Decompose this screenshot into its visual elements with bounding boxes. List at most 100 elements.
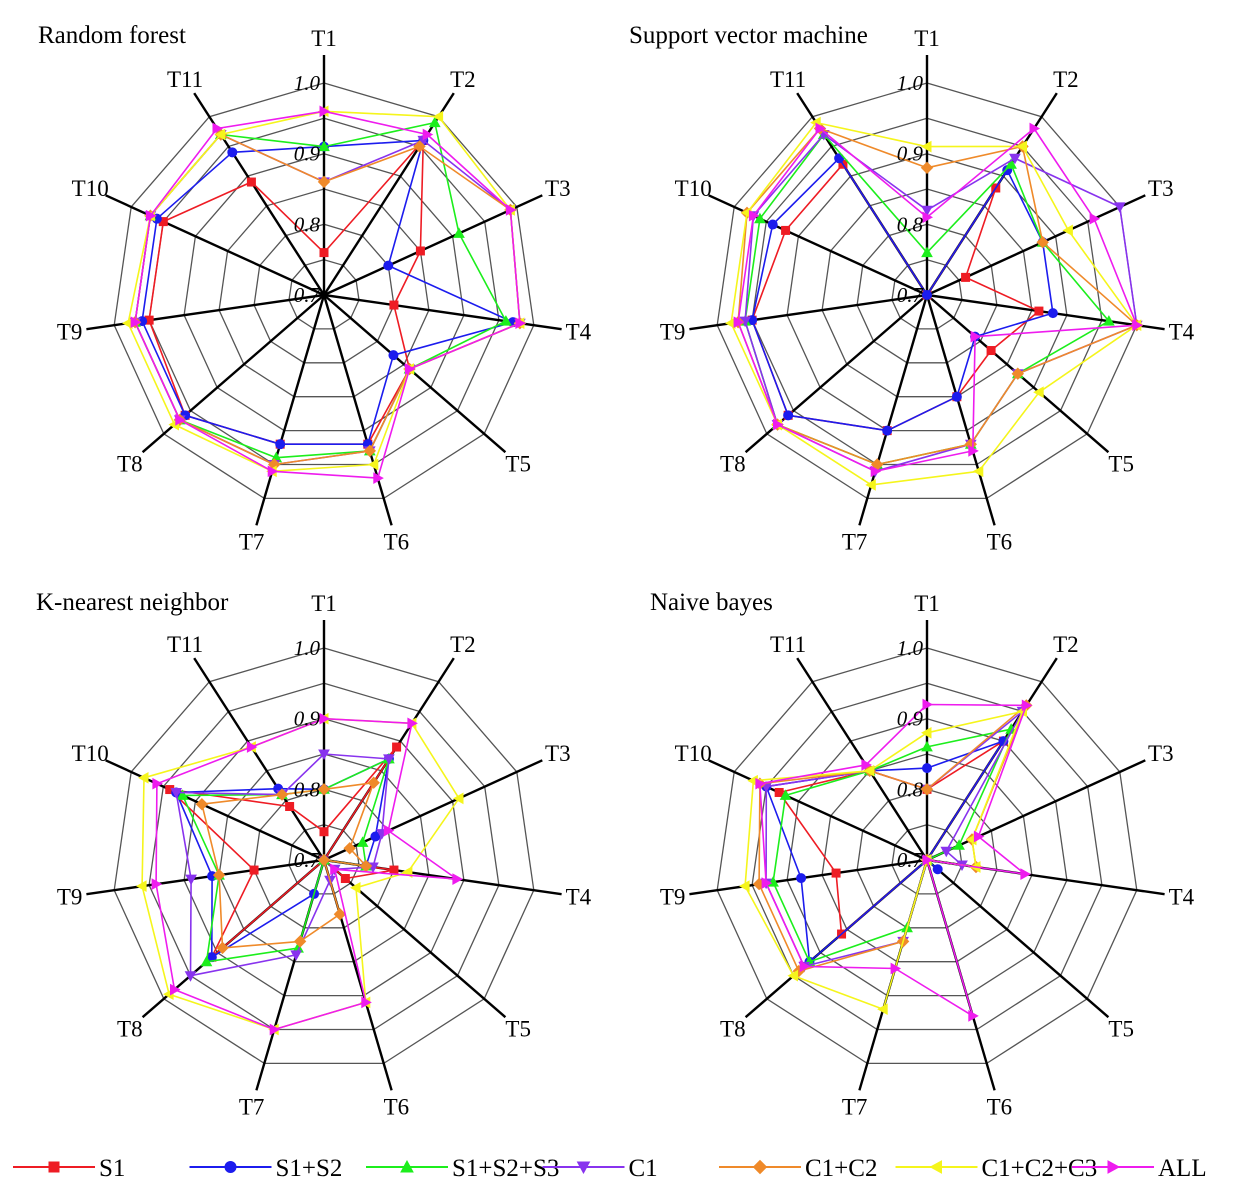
grid-ring	[183, 153, 465, 432]
series-s1-s2	[761, 736, 1009, 967]
grid-rings	[113, 82, 535, 500]
axis-labels: T1 T2 T3 T4 T5 T6 T7 T8 T9 T10 T11	[660, 26, 1195, 555]
data-point-s1-s2-s3-t3	[453, 227, 465, 238]
series-s1	[747, 159, 1044, 436]
data-point-all-t10	[145, 209, 157, 222]
axis-label-t4: T4	[566, 885, 592, 910]
data-point-c1-c2-t9	[212, 868, 226, 882]
spoke-t7	[255, 294, 326, 526]
axis-label-t2: T2	[1053, 67, 1079, 92]
data-point-s1-s2-t3	[370, 831, 381, 842]
data-point-s1-t4	[389, 865, 399, 875]
legend-marker	[224, 1161, 237, 1173]
radial-tick-label: 0.9	[294, 142, 321, 166]
axis-label-t2: T2	[1053, 632, 1079, 657]
data-point-all-t1	[922, 211, 934, 224]
axis-label-t4: T4	[1169, 885, 1195, 910]
series-line	[744, 133, 1138, 473]
series-line	[737, 127, 1138, 473]
data-point-s1-s2-s3-t2	[1005, 158, 1017, 169]
data-point-c1-c2-t5	[1011, 367, 1025, 380]
legend-marker	[752, 1159, 768, 1175]
data-point-c1-t10	[170, 788, 183, 799]
axis-label-t1: T1	[914, 591, 940, 616]
data-point-s1-t5	[986, 346, 996, 356]
data-point-s1-s2-t6	[951, 391, 962, 402]
legend-item-c1-c2: C1+C2	[719, 1155, 877, 1182]
axis-label-t1: T1	[914, 26, 940, 51]
series-line	[751, 157, 1054, 432]
data-point-c1-c2-t6	[333, 907, 347, 921]
grid-ring	[218, 753, 430, 963]
spoke-t9	[86, 858, 325, 896]
data-point-s1-s2-s3-t3	[356, 836, 369, 847]
data-point-s1-t2	[392, 742, 402, 752]
data-point-all-t9	[733, 316, 745, 329]
data-point-s1-s2-t8	[783, 410, 794, 421]
data-point-all-t3	[1089, 212, 1101, 225]
axis-label-t10: T10	[72, 741, 109, 766]
axis-labels: T1 T2 T3 T4 T5 T6 T7 T8 T9 T10 T11	[660, 591, 1195, 1120]
data-point-s1-s2-s3-t10	[754, 212, 766, 224]
series-line	[759, 703, 1028, 1017]
data-point-c1-c2-t3	[1036, 235, 1049, 249]
axis-label-t6: T6	[987, 530, 1013, 555]
axis-label-t3: T3	[545, 741, 571, 766]
legend-marker	[576, 1161, 591, 1175]
legend-label: C1+C2+C3	[982, 1155, 1098, 1182]
spoke-t4	[323, 293, 562, 331]
axis-label-t6: T6	[384, 530, 410, 555]
data-point-all-t8	[170, 983, 181, 996]
series-line	[201, 781, 375, 949]
axis-labels: T1 T2 T3 T4 T5 T6 T7 T8 T9 T10 T11	[57, 591, 592, 1120]
data-point-all-t4	[452, 873, 463, 885]
axis-label-t5: T5	[505, 451, 531, 476]
grid-ring	[891, 824, 963, 895]
data-point-s1-s2-s3-t1	[921, 246, 933, 258]
spoke-t5	[926, 859, 1110, 1019]
panel-title: Support vector machine	[629, 22, 868, 49]
series-line	[175, 753, 390, 977]
data-point-all-t11	[861, 759, 872, 771]
axis-labels: T1 T2 T3 T4 T5 T6 T7 T8 T9 T10 T11	[57, 26, 592, 555]
data-point-s1-s2-t11	[227, 147, 238, 158]
legend-label: C1	[629, 1155, 658, 1182]
data-point-s1-s2-s3-t4	[500, 315, 512, 326]
series-line	[765, 710, 1024, 968]
data-point-c1-t1	[318, 749, 330, 761]
grid-ring	[253, 223, 395, 364]
data-point-all-t7	[269, 1023, 281, 1036]
axis-label-t5: T5	[1108, 451, 1134, 476]
data-point-c1-c2-c3-t2	[432, 110, 444, 123]
legend-marker	[929, 1160, 942, 1174]
grid-ring	[113, 82, 535, 500]
data-point-s1-t5	[340, 874, 350, 884]
series-c1-c2	[752, 699, 1033, 978]
grid-ring	[218, 188, 430, 398]
radial-ticks: 0.7 0.8 0.9 1.0	[897, 71, 925, 307]
legend-marker	[48, 1161, 60, 1173]
series-all	[755, 698, 1033, 1022]
radial-tick-label: 0.8	[897, 777, 924, 801]
data-point-s1-t9	[831, 868, 841, 878]
data-point-all-t2	[407, 717, 418, 730]
grid-ring	[786, 153, 1068, 432]
axis-label-t7: T7	[842, 1095, 868, 1120]
grid-ring	[113, 647, 535, 1065]
axis-label-t10: T10	[675, 176, 712, 201]
axis-label-t2: T2	[450, 67, 476, 92]
legend-item-c1: C1	[542, 1155, 658, 1182]
axis-label-t8: T8	[117, 1016, 143, 1041]
data-point-s1-s2-t5	[388, 350, 399, 361]
data-point-s1-s2-s3-t10	[176, 789, 189, 800]
data-point-c1-c2-c3-t8	[787, 969, 798, 982]
series-line	[155, 717, 458, 1031]
grid-rings	[113, 647, 535, 1065]
axis-label-t11: T11	[770, 632, 806, 657]
spoke-t4	[926, 293, 1165, 331]
legend: S1 S1+S2 S1+S2+S3 C1 C1+C2 C1+C2+C3 ALL	[13, 1155, 1207, 1182]
data-point-s1-s2-t4	[1047, 308, 1058, 319]
data-point-c1-c2-t1	[317, 783, 331, 796]
data-point-s1-s2-t3	[383, 260, 394, 271]
